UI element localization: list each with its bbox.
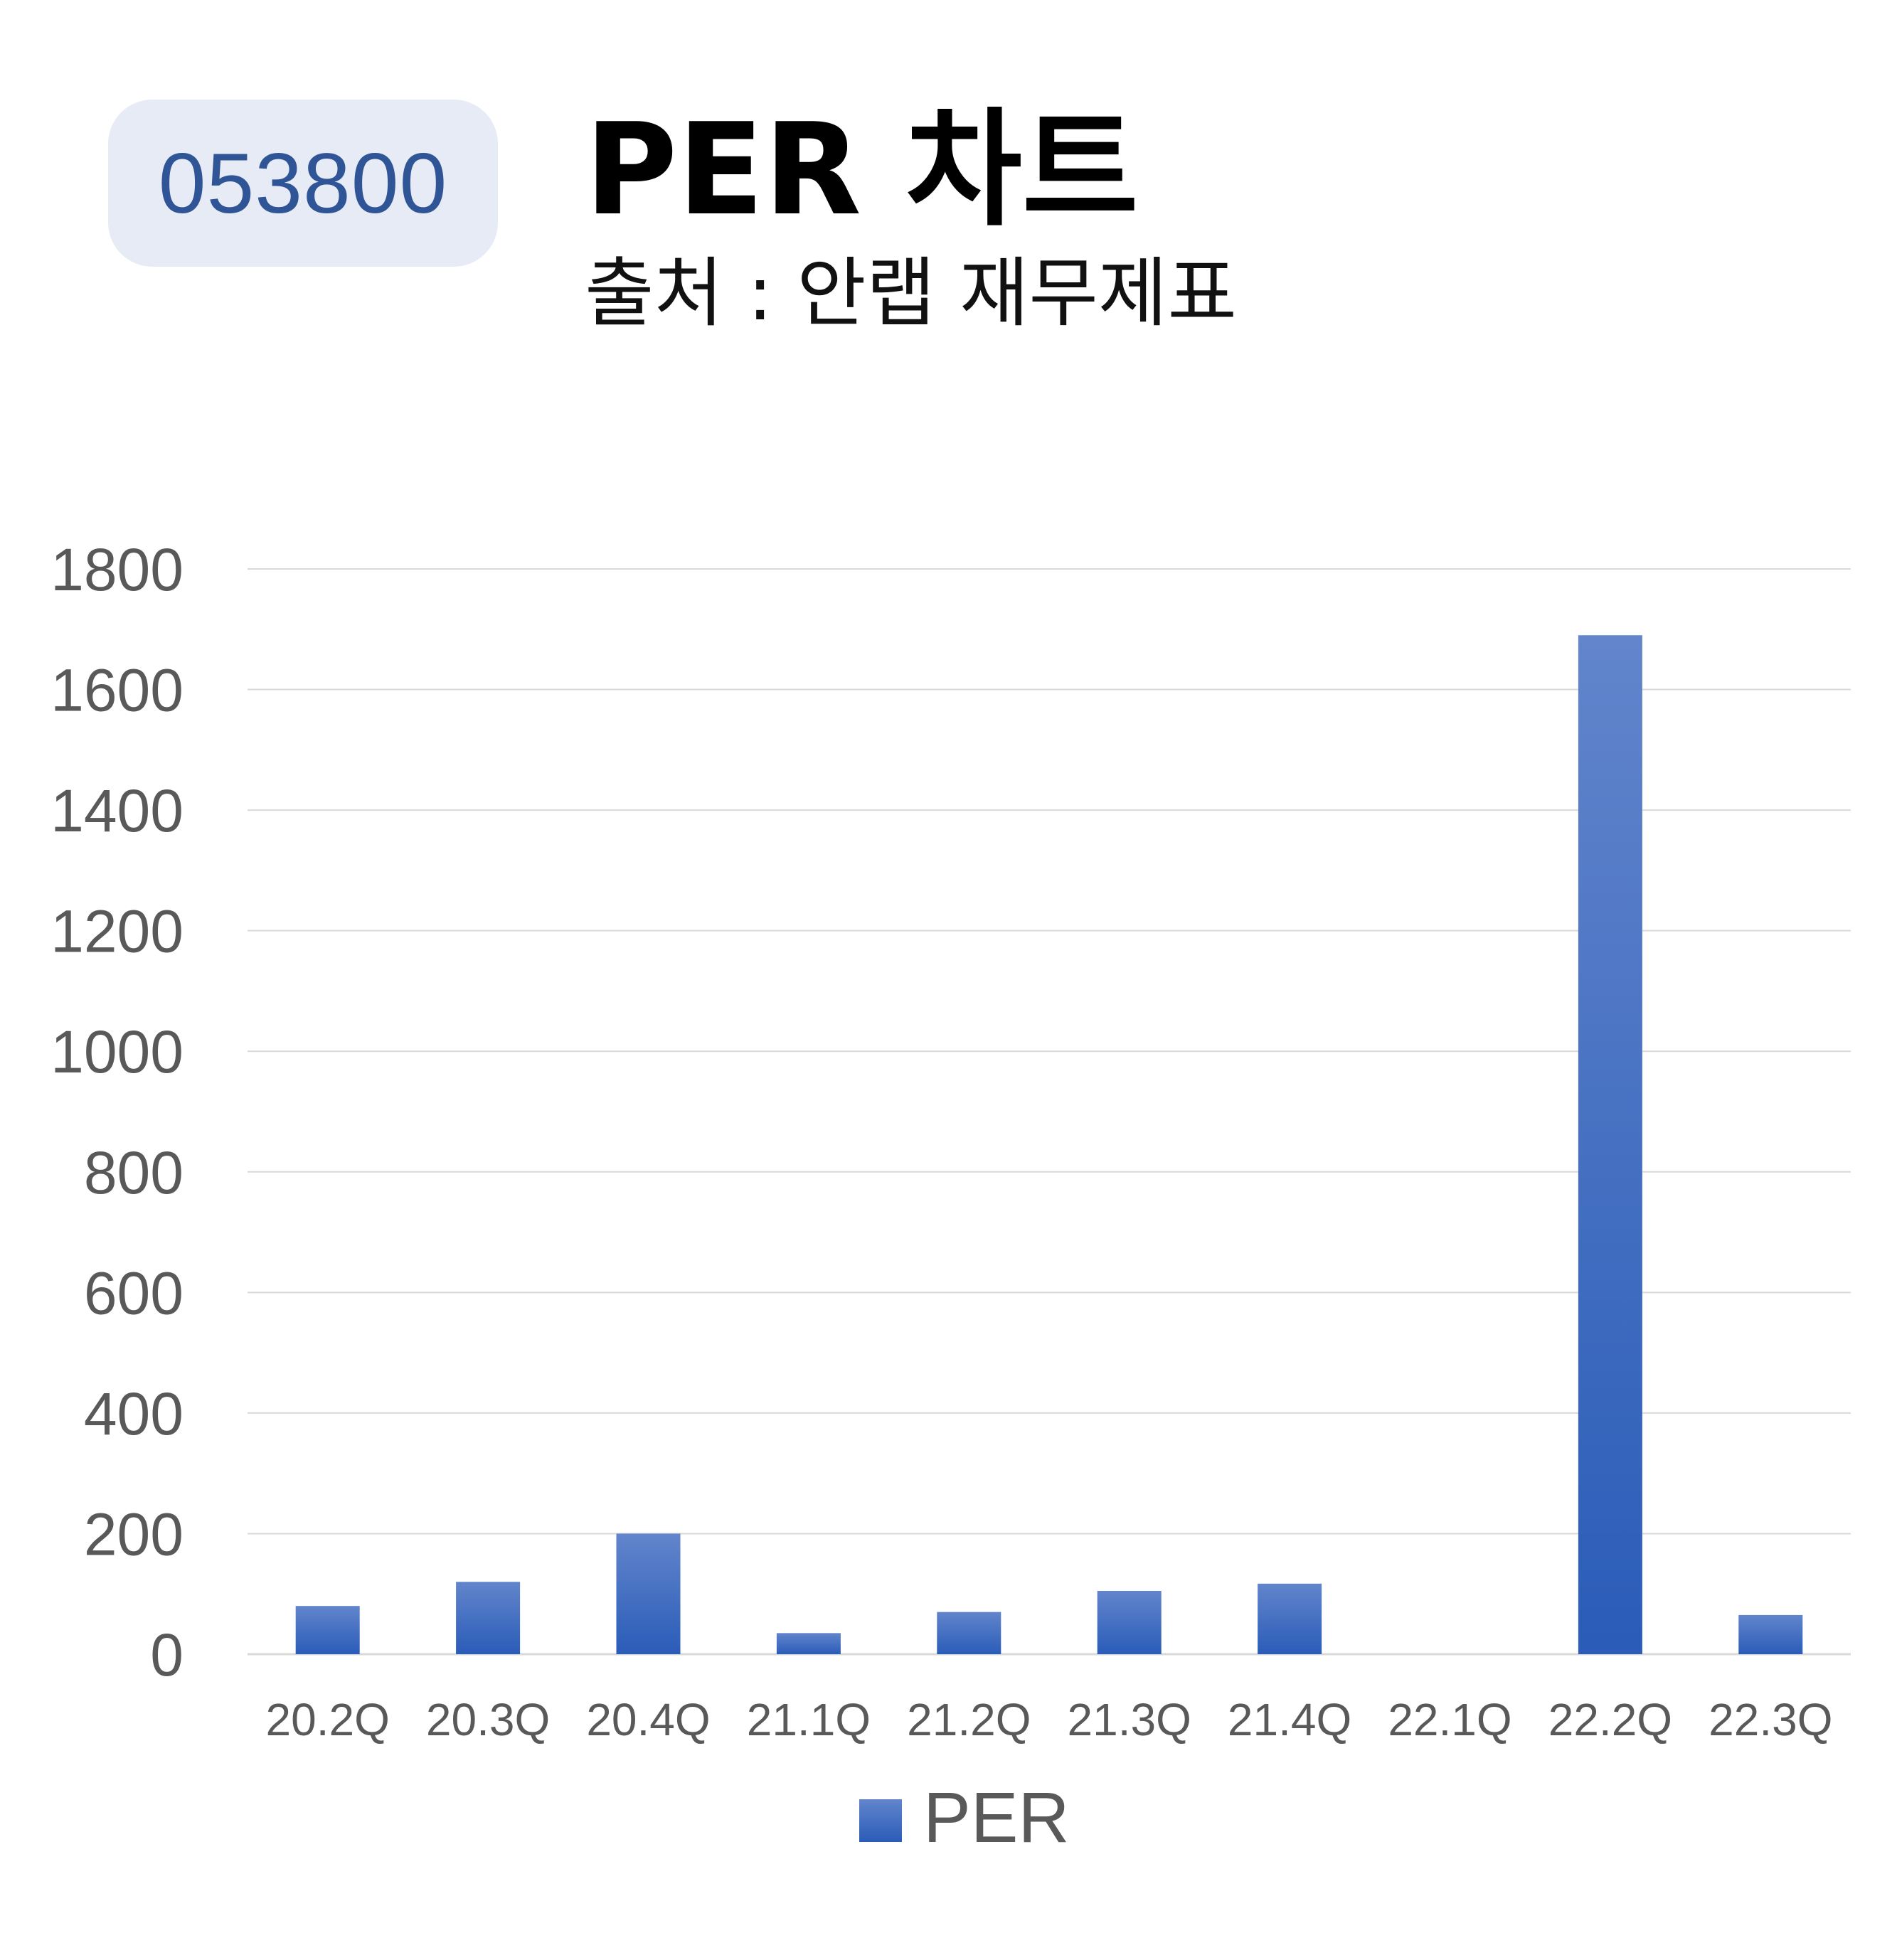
- bar-20.4Q: [616, 1533, 681, 1654]
- y-tick-label: 1400: [51, 777, 184, 844]
- y-tick-label: 1200: [51, 898, 184, 965]
- ticker-code: 053800: [158, 135, 448, 231]
- y-tick-label: 400: [84, 1380, 184, 1447]
- x-tick-label: 21.1Q: [747, 1694, 871, 1745]
- y-tick-label: 800: [84, 1139, 184, 1206]
- x-tick-label: 20.4Q: [586, 1694, 710, 1745]
- x-tick-label: 22.2Q: [1548, 1694, 1672, 1745]
- bar-22.3Q: [1738, 1614, 1803, 1654]
- bars: [295, 635, 1803, 1654]
- x-tick-label: 21.2Q: [907, 1694, 1031, 1745]
- legend-swatch-per: [859, 1799, 902, 1842]
- x-tick-label: 21.3Q: [1068, 1694, 1191, 1745]
- ticker-badge: 053800: [108, 100, 498, 267]
- bar-21.4Q: [1258, 1583, 1322, 1654]
- y-axis-ticks: 0 200 400 600 800 1000 1200 1400 1600 1800: [51, 536, 184, 1688]
- chart-title: PER 차트: [585, 96, 1139, 243]
- x-tick-label: 22.1Q: [1388, 1694, 1511, 1745]
- bar-20.3Q: [456, 1582, 521, 1654]
- y-tick-label: 1800: [51, 536, 184, 603]
- bar-20.2Q: [295, 1606, 360, 1654]
- bar-21.2Q: [937, 1612, 1001, 1654]
- chart-subtitle: 출처 : 안랩 재무제표: [585, 250, 1237, 337]
- x-tick-label: 20.2Q: [266, 1694, 390, 1745]
- y-tick-label: 1600: [51, 657, 184, 724]
- y-tick-label: 200: [84, 1501, 184, 1567]
- y-tick-label: 0: [150, 1621, 184, 1688]
- bar-21.1Q: [776, 1633, 841, 1654]
- y-tick-label: 600: [84, 1259, 184, 1326]
- bar-21.3Q: [1097, 1590, 1162, 1654]
- x-tick-label: 20.3Q: [426, 1694, 550, 1745]
- legend-label-per: PER: [923, 1778, 1070, 1858]
- x-axis-ticks: 20.2Q 20.3Q 20.4Q 21.1Q 21.2Q 21.3Q 21.4Q 22.1Q…: [266, 1694, 1833, 1745]
- x-tick-label: 22.3Q: [1709, 1694, 1832, 1745]
- x-tick-label: 21.4Q: [1228, 1694, 1351, 1745]
- y-tick-label: 1000: [51, 1018, 184, 1085]
- bar-22.2Q: [1578, 635, 1642, 1654]
- legend: PER: [859, 1778, 1070, 1858]
